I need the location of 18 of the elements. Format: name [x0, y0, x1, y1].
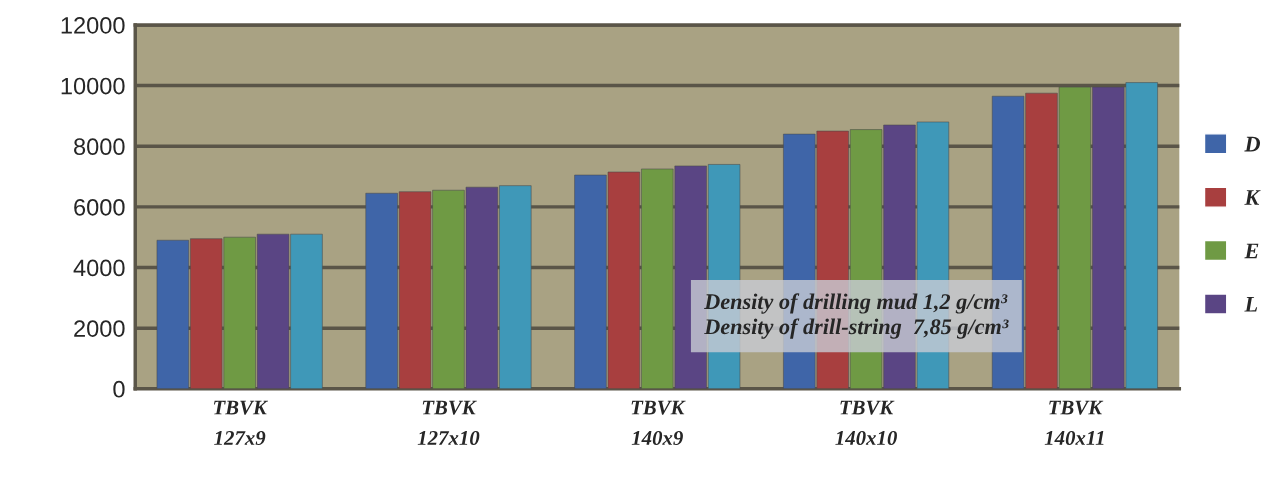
y-tick-label: 4000: [73, 259, 125, 277]
y-tick-label: 0: [113, 380, 125, 398]
legend-label: L: [1244, 297, 1258, 312]
x-tick-label: TBVK 140x10: [835, 400, 897, 446]
annotation: Density of drilling mud 1,2 g/cm³: [704, 293, 1008, 314]
y-tick-label: 2000: [74, 320, 125, 337]
y-tick-label: 8000: [74, 138, 125, 156]
y-tick-label: 10000: [61, 77, 125, 95]
x-tick-label: TBVK 140x11: [1044, 400, 1104, 446]
annotation: Density of drill-string 7,85 g/cm³: [704, 318, 1009, 339]
x-tick-label: TBVK 127x9: [213, 400, 269, 446]
x-tick-label: TBVK 140x9: [631, 400, 686, 446]
x-tick-label: TBVK 127x10: [417, 400, 480, 446]
y-tick-label: 12000: [61, 17, 125, 34]
legend-label: E: [1244, 243, 1259, 259]
y-tick-label: 6000: [74, 198, 125, 216]
legend-label: K: [1244, 190, 1261, 205]
legend-label: D: [1244, 136, 1261, 152]
